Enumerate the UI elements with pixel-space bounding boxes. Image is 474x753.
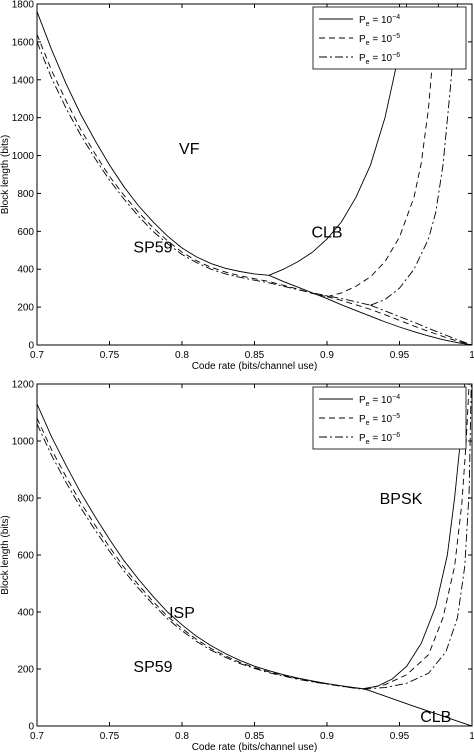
series-line-dashed (363, 384, 470, 690)
legend-entry-label: Pe = 10−4 (359, 14, 400, 28)
annotation-label: CLB (311, 224, 342, 241)
series-line-solid (37, 403, 364, 690)
legend-box (312, 6, 467, 70)
legend-entry-label: Pe = 10−6 (359, 52, 400, 66)
x-tick-label: 1 (469, 731, 474, 742)
series-line-solid (268, 274, 472, 345)
x-axis-label: Code rate (bits/channel use) (192, 742, 318, 753)
x-tick-label: 0.95 (390, 731, 410, 742)
x-tick-label: 0.9 (320, 731, 334, 742)
y-tick-label: 0 (28, 341, 34, 352)
y-tick-label: 400 (17, 265, 34, 276)
legend-entry-label: Pe = 10−4 (359, 394, 400, 408)
legend: Pe = 10−4 Pe = 10−5 Pe = 10−6 (312, 6, 467, 70)
x-axis-label: Code rate (bits/channel use) (192, 361, 318, 372)
y-tick-label: 1600 (12, 37, 35, 48)
y-tick-label: 1200 (12, 380, 35, 391)
bottom-chart: 0.7 0.75 0.8 0.85 0.9 0.95 1 0 200 400 600 800 1000 1… (0, 380, 474, 753)
y-tick-label: 800 (17, 189, 34, 200)
x-tick-label: 0.85 (245, 350, 265, 361)
annotation-label: CLB (420, 709, 451, 726)
y-tick-label: 600 (17, 227, 34, 238)
y-tick-label: 400 (17, 608, 34, 619)
y-tick-label: 1200 (12, 113, 35, 124)
series-line-dashed (37, 418, 364, 690)
y-tick-label: 1000 (12, 151, 35, 162)
x-tick-label: 0.95 (390, 350, 410, 361)
series-group (37, 384, 472, 726)
legend: Pe = 10−4 Pe = 10−5 Pe = 10−6 (312, 386, 467, 450)
series-line-solid (37, 11, 270, 276)
x-tick-label: 0.75 (100, 350, 120, 361)
y-tick-label: 600 (17, 551, 34, 562)
series-line-dashdot (370, 4, 458, 306)
series-line-dashed (326, 296, 472, 345)
annotation-label: SP59 (133, 659, 172, 676)
series-line-dashdot (37, 41, 371, 306)
legend-entry-label: Pe = 10−5 (359, 413, 400, 427)
y-axis-label: Block length (bits) (0, 515, 11, 594)
series-group (37, 4, 472, 345)
y-tick-label: 0 (28, 722, 34, 733)
series-line-solid (268, 4, 408, 276)
x-tick-label: 1 (469, 350, 474, 361)
series-line-solid (363, 688, 472, 726)
x-tick-label: 0.7 (30, 731, 44, 742)
annotation-label: SP59 (133, 239, 172, 256)
x-tick-label: 0.85 (245, 731, 265, 742)
annotation-label: ISP (169, 605, 195, 622)
y-tick-label: 1400 (12, 75, 35, 86)
annotation-label: VF (179, 141, 200, 158)
legend-entry-label: Pe = 10−6 (359, 432, 400, 446)
series-line-dashed (37, 34, 328, 298)
legend-entry-label: Pe = 10−5 (359, 33, 400, 47)
annotation-label: BPSK (380, 491, 423, 508)
y-tick-label: 1800 (12, 0, 35, 11)
x-tick-label: 0.9 (320, 350, 334, 361)
y-axis-label: Block length (bits) (0, 135, 11, 214)
y-tick-label: 800 (17, 494, 34, 505)
y-tick-label: 1000 (12, 437, 35, 448)
y-tick-label: 200 (17, 303, 34, 314)
series-line-dashdot (37, 423, 364, 690)
top-chart: 0.7 0.75 0.8 0.85 0.9 0.95 1 0 200 400 600 800 1000 1… (0, 0, 474, 372)
x-tick-label: 0.8 (175, 350, 189, 361)
x-tick-label: 0.7 (30, 350, 44, 361)
legend-box (312, 386, 467, 450)
series-line-dashed (326, 4, 440, 298)
series-line-solid (363, 384, 466, 690)
x-tick-label: 0.8 (175, 731, 189, 742)
y-tick-label: 200 (17, 665, 34, 676)
series-line-dashdot (370, 304, 472, 345)
x-tick-label: 0.75 (100, 731, 120, 742)
annotation-label: BPSK (352, 0, 395, 1)
